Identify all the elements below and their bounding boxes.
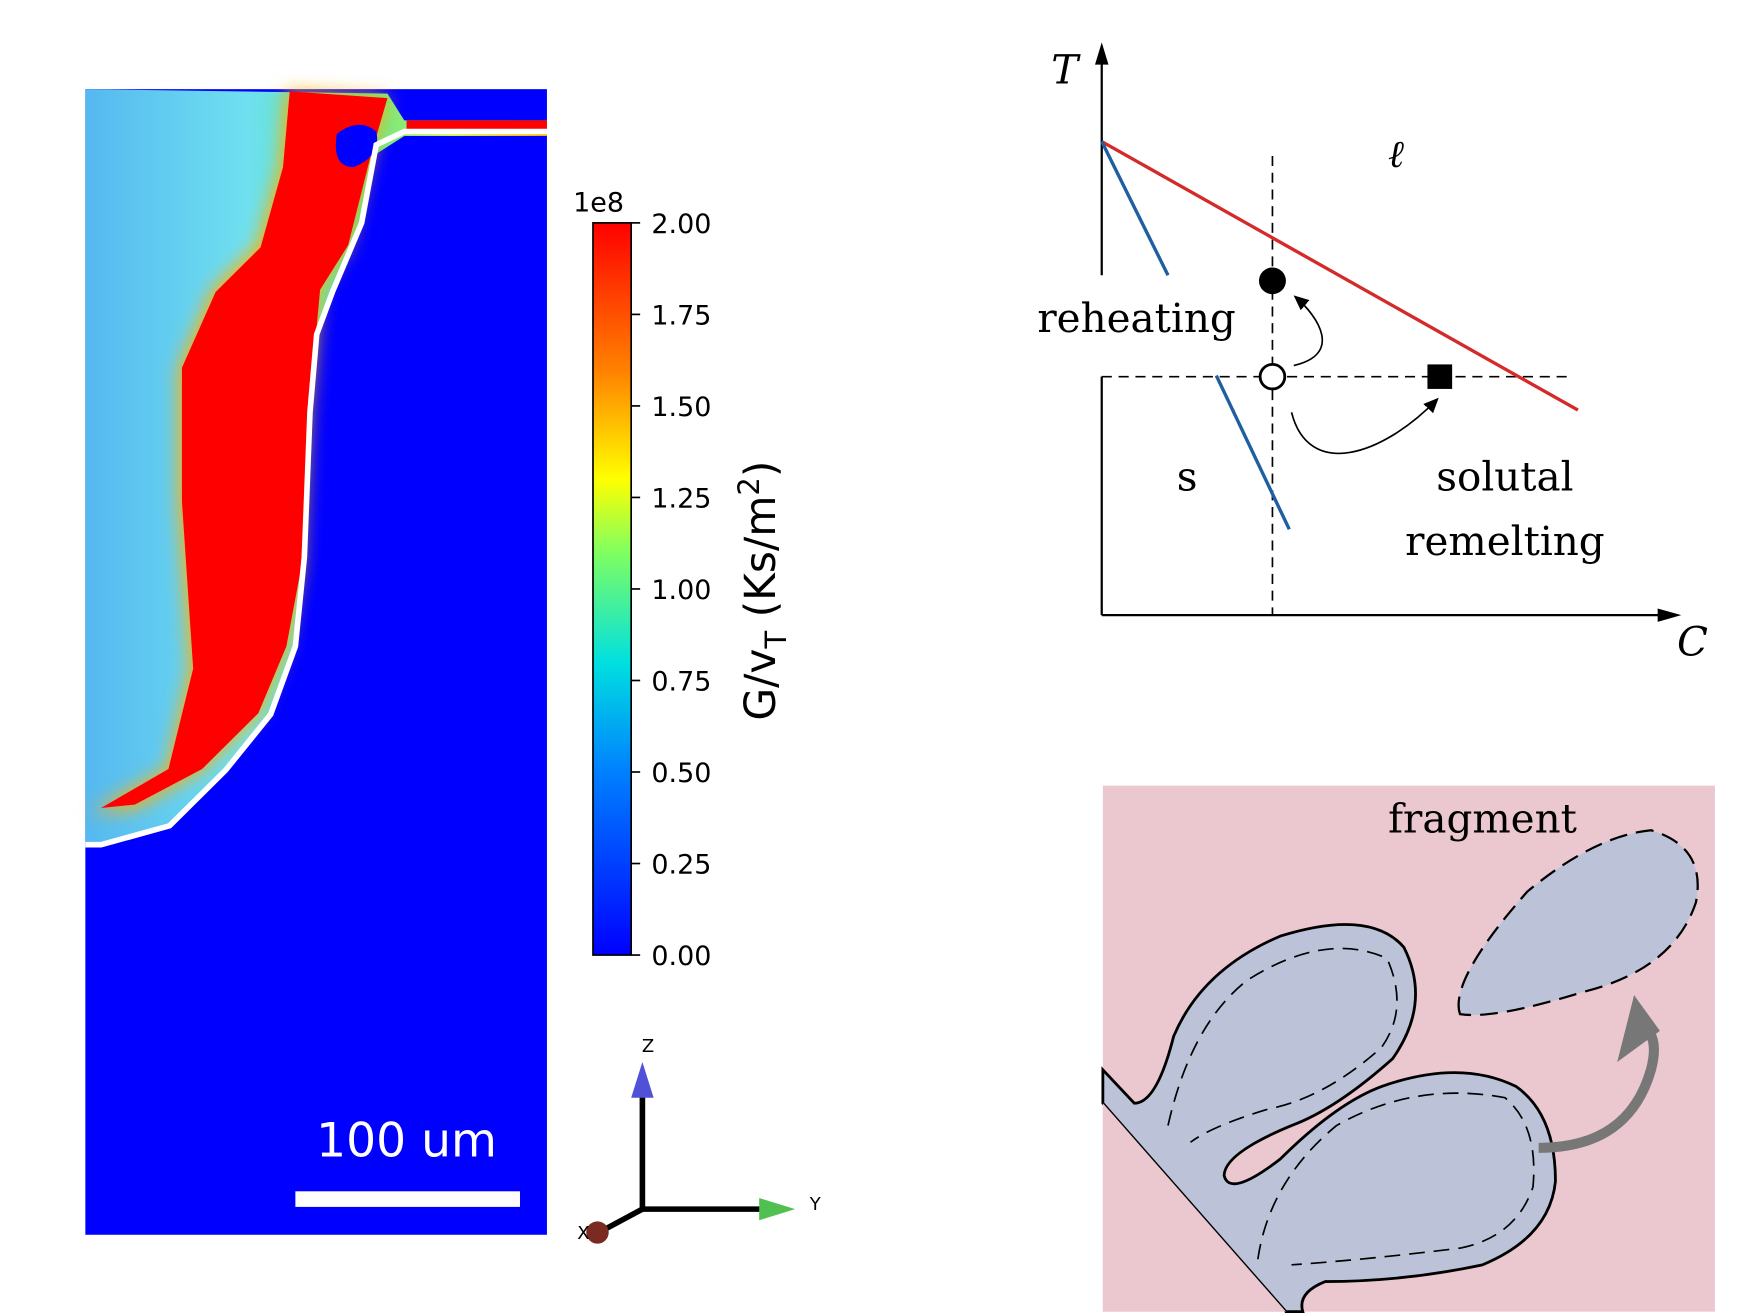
label-unit: (Ks/m (737, 496, 786, 631)
colorbar-tick-label: 1.50 (651, 392, 711, 423)
colorbar-tick-label: 1.00 (651, 575, 711, 606)
colorbar-tick-label: 0.25 (651, 850, 711, 881)
z-cone (631, 1062, 653, 1098)
reheating-label: reheating (1037, 296, 1235, 342)
scale-bar (295, 1191, 520, 1207)
fragment-panel: fragment (1103, 786, 1715, 1312)
t-arrow (1095, 42, 1108, 64)
liquidus (1102, 142, 1578, 411)
remelting-arrow (1292, 399, 1438, 453)
label-close: ) (737, 461, 786, 478)
colorbar-exponent: 1e8 (573, 188, 624, 219)
c-axis-label: C (1677, 619, 1708, 665)
phase-diagram: T C ℓ reheating s solutal remelting (1037, 42, 1708, 665)
label-sub: T (759, 631, 793, 650)
liquid-label: ℓ (1388, 132, 1404, 176)
y-label: Y (809, 1194, 821, 1215)
colorbar-tick-label: 1.25 (651, 484, 711, 515)
figure: 100 um 1e8 G/vT (Ks/m2) 2.001.751.501.25… (0, 0, 1752, 1315)
solidus-lower (1216, 376, 1289, 530)
hot-strip (407, 120, 547, 129)
page: 100 um 1e8 G/vT (Ks/m2) 2.001.751.501.25… (0, 0, 1752, 1315)
colorbar-bar (593, 223, 631, 955)
colorbar-tick-label: 0.75 (651, 667, 711, 698)
remelted-point (1427, 364, 1452, 389)
label-main: G/v (737, 649, 786, 721)
colorbar-tick-label: 0.00 (651, 941, 711, 972)
x-ball (586, 1221, 608, 1243)
t-axis-label: T (1051, 48, 1081, 94)
reheated-point (1259, 267, 1286, 294)
remelting-label: remelting (1405, 519, 1605, 565)
x-label: X (577, 1223, 589, 1244)
solid-label: s (1177, 454, 1198, 500)
reheating-arrow (1294, 296, 1322, 365)
z-label: Z (642, 1036, 654, 1057)
solutal-label: solutal (1436, 454, 1573, 500)
fragment-label: fragment (1388, 797, 1577, 843)
colorbar: 1e8 G/vT (Ks/m2) 2.00 1.75 1.50 1.25 1.00 0.7… (573, 188, 793, 972)
colorbar-tick-label: 2.00 (651, 209, 711, 240)
heatmap-panel: 100 um (85, 89, 547, 1235)
scale-label: 100 um (316, 1114, 497, 1169)
colorbar-tick-label: 1.75 (651, 301, 711, 332)
colorbar-tick-label: 0.50 (651, 758, 711, 789)
y-cone (759, 1198, 795, 1220)
label-sup: 2 (732, 477, 766, 495)
axis-triad: Z Y X (577, 1036, 821, 1244)
colorbar-label: G/vT (Ks/m2) (732, 461, 793, 721)
initial-point (1260, 364, 1285, 389)
